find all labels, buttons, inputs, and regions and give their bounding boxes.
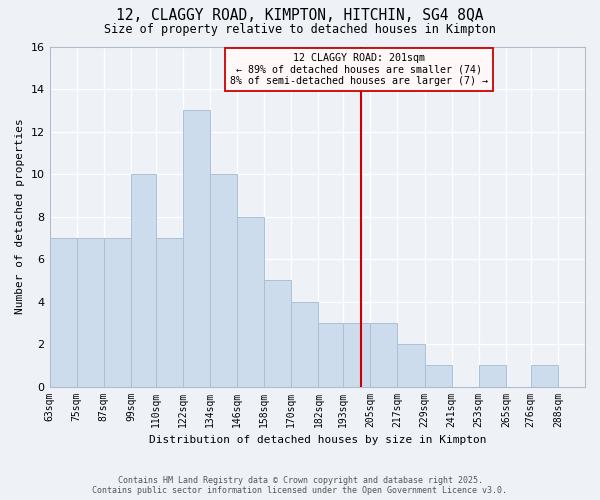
Bar xyxy=(343,323,370,386)
Bar xyxy=(77,238,104,386)
Bar xyxy=(131,174,156,386)
Bar xyxy=(397,344,425,387)
Bar xyxy=(531,366,558,386)
Bar xyxy=(210,174,237,386)
Bar xyxy=(237,216,264,386)
Text: Size of property relative to detached houses in Kimpton: Size of property relative to detached ho… xyxy=(104,22,496,36)
Bar xyxy=(479,366,506,386)
Bar xyxy=(104,238,131,386)
Text: Contains HM Land Registry data © Crown copyright and database right 2025.
Contai: Contains HM Land Registry data © Crown c… xyxy=(92,476,508,495)
Bar xyxy=(264,280,291,386)
Bar xyxy=(319,323,343,386)
Text: 12 CLAGGY ROAD: 201sqm
← 89% of detached houses are smaller (74)
8% of semi-deta: 12 CLAGGY ROAD: 201sqm ← 89% of detached… xyxy=(230,53,488,86)
Text: 12, CLAGGY ROAD, KIMPTON, HITCHIN, SG4 8QA: 12, CLAGGY ROAD, KIMPTON, HITCHIN, SG4 8… xyxy=(116,8,484,22)
Bar xyxy=(425,366,452,386)
Y-axis label: Number of detached properties: Number of detached properties xyxy=(15,118,25,314)
Bar xyxy=(50,238,77,386)
Bar xyxy=(370,323,397,386)
Bar xyxy=(156,238,183,386)
Bar xyxy=(291,302,319,386)
Bar xyxy=(183,110,210,386)
X-axis label: Distribution of detached houses by size in Kimpton: Distribution of detached houses by size … xyxy=(149,435,486,445)
